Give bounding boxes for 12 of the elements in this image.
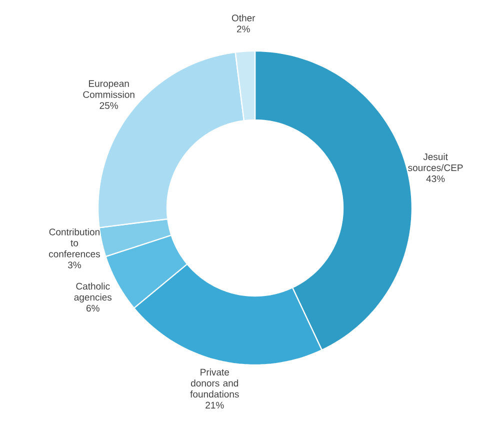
slice-label: European Commission <box>83 80 134 98</box>
slice-label: Private donors and foundations <box>190 368 239 398</box>
data-label: 2% <box>236 26 250 32</box>
data-label: 25% <box>100 102 118 109</box>
slice-label: Catholic agencies <box>74 282 112 302</box>
data-label: 43% <box>426 175 445 182</box>
data-label: 21% <box>206 402 224 408</box>
data-label: 3% <box>68 262 81 268</box>
slice-label: Contribution to conferences <box>49 228 100 258</box>
slice-label: Other <box>232 14 256 22</box>
data-label: 6% <box>86 304 100 312</box>
slice-label: Jesuit sources/CEP <box>408 153 463 172</box>
